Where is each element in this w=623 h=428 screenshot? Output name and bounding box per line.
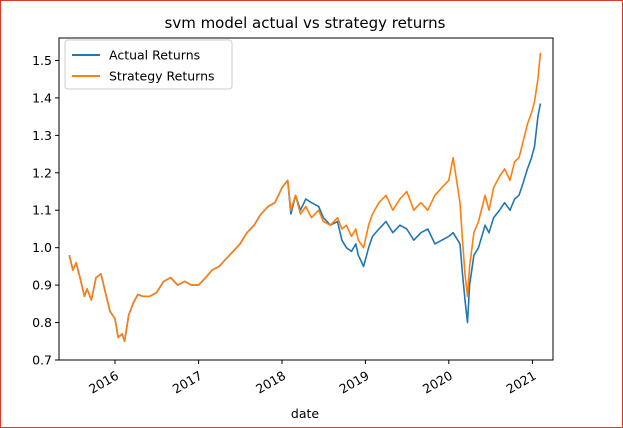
y-tick-label: 1.1 bbox=[32, 203, 52, 218]
x-tick-label: 2017 bbox=[170, 368, 205, 397]
x-tick-label: 2019 bbox=[337, 368, 372, 397]
legend-box bbox=[64, 39, 233, 90]
plot-frame bbox=[58, 37, 554, 361]
legend: Actual Returns Strategy Returns bbox=[64, 39, 233, 90]
legend-label-1: Actual Returns bbox=[109, 48, 200, 63]
y-tick-label: 1.3 bbox=[32, 128, 52, 143]
chart-title: svm model actual vs strategy returns bbox=[165, 14, 446, 32]
series-line-2 bbox=[68, 52, 542, 343]
y-tick-label: 0.9 bbox=[32, 278, 52, 293]
x-tick-label: 2020 bbox=[420, 368, 455, 397]
legend-label-2: Strategy Returns bbox=[109, 69, 215, 84]
y-tick-label: 1.0 bbox=[32, 240, 52, 255]
y-tick-label: 0.8 bbox=[32, 315, 52, 330]
x-tick-label: 2021 bbox=[504, 368, 539, 397]
x-axis-label: date bbox=[291, 406, 319, 421]
x-tick-label: 2018 bbox=[253, 368, 288, 397]
series-line-1 bbox=[68, 103, 542, 343]
axes-layer: 0.7 0.8 0.9 1.0 1.1 1.2 1.3 1.4 1.5 2016 2017 2018 2… bbox=[32, 37, 554, 397]
y-tick-label: 1.5 bbox=[32, 53, 52, 68]
x-tick-label: 2016 bbox=[86, 368, 121, 397]
y-tick-label: 1.2 bbox=[32, 165, 52, 180]
series-layer bbox=[68, 52, 542, 343]
y-tick-label: 1.4 bbox=[32, 90, 52, 105]
y-tick-label: 0.7 bbox=[32, 353, 52, 368]
